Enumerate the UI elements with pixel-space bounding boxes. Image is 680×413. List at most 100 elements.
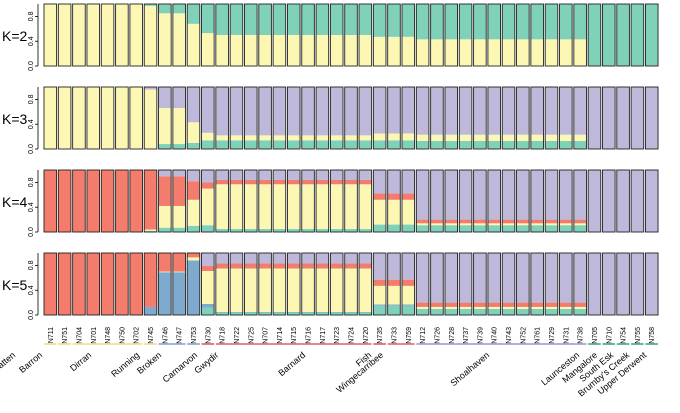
bar-segment (144, 229, 157, 231)
bar-segment (301, 312, 315, 315)
bar-segment (430, 302, 444, 307)
bar-segment (373, 285, 386, 305)
bar-segment (502, 39, 515, 66)
bar-segment (530, 134, 544, 141)
bar-segment (545, 4, 558, 40)
bar-segment (344, 179, 358, 185)
bar-segment (645, 4, 659, 66)
bar-segment (330, 184, 343, 229)
bar-outline (244, 3, 258, 67)
bar-outline (86, 252, 101, 316)
bar-segment (258, 35, 272, 66)
bar-outline (530, 169, 544, 233)
bar-segment (330, 263, 343, 269)
bar-segment (201, 132, 215, 141)
bar-segment (573, 223, 587, 226)
bar-segment (402, 304, 415, 306)
bar-segment (473, 87, 487, 135)
bar-segment (316, 4, 329, 35)
bar-segment (316, 179, 329, 185)
bar-outline (401, 169, 416, 233)
bar-segment (44, 170, 57, 232)
bar-outline (401, 3, 416, 67)
bar-outline (329, 3, 344, 67)
bar-segment (430, 308, 444, 315)
bar-outline (315, 3, 330, 67)
bar-segment (359, 35, 372, 66)
bar-outline (559, 3, 573, 67)
bar-segment (516, 4, 530, 40)
bar-segment (287, 263, 301, 269)
bar-segment (316, 253, 329, 264)
bar-segment (373, 133, 386, 141)
sample-label: N711 (48, 327, 55, 343)
bar-segment (58, 253, 71, 315)
bar-segment (416, 170, 429, 220)
bar-outline (487, 3, 501, 67)
bar-segment (215, 179, 229, 185)
bar-segment (430, 140, 444, 149)
bar-segment (287, 4, 301, 35)
bar-segment (301, 228, 315, 232)
bar-segment (287, 35, 301, 66)
bar-segment (430, 225, 444, 232)
bar-segment (330, 135, 343, 141)
y-tick-label: 0.0 (28, 310, 35, 320)
bar-outline (201, 3, 215, 67)
bar-segment (258, 253, 272, 264)
bar-segment (487, 140, 501, 149)
sample-label: N753 (191, 327, 198, 344)
bar-segment (444, 223, 458, 226)
bar-segment (402, 253, 415, 280)
y-tick-label: 0.0 (28, 227, 35, 237)
bar-segment (344, 140, 358, 149)
bar-outline (258, 169, 272, 233)
sample-label: N723 (334, 327, 341, 344)
bar-segment (573, 219, 587, 224)
bar-outline (401, 252, 416, 316)
bar-segment (115, 170, 129, 232)
bar-segment (215, 35, 229, 66)
bar-segment (58, 87, 71, 149)
sample-label: N729 (549, 327, 556, 344)
bar-segment (387, 4, 401, 37)
bar-outline (501, 252, 516, 316)
bar-segment (344, 268, 358, 312)
bar-segment (172, 108, 186, 145)
bar-segment (316, 35, 329, 66)
bar-segment (244, 312, 258, 315)
bar-segment (230, 140, 243, 149)
bar-outline (115, 86, 129, 150)
bar-outline (358, 169, 373, 233)
bar-outline (244, 86, 258, 150)
bar-outline (43, 3, 58, 67)
bar-segment (273, 253, 286, 264)
sample-label: N745 (148, 327, 155, 344)
bar-segment (616, 253, 630, 315)
bar-segment (430, 87, 444, 135)
bar-segment (86, 253, 100, 315)
population-label: Dirran (68, 350, 93, 373)
bar-segment (487, 4, 501, 40)
bar-outline (616, 169, 630, 233)
bar-segment (459, 134, 472, 141)
bar-outline (344, 169, 358, 233)
bar-segment (573, 302, 587, 307)
bar-segment (502, 4, 515, 40)
bar-outline (573, 3, 587, 67)
bar-segment (201, 307, 215, 315)
bar-outline (458, 252, 473, 316)
bar-segment (573, 87, 587, 135)
bar-segment (129, 4, 143, 66)
y-tick-label: 0.8 (28, 94, 35, 104)
bar-segment (287, 170, 301, 180)
bar-segment (330, 268, 343, 312)
bar-outline (630, 169, 645, 233)
sample-label: N724 (349, 327, 356, 344)
bar-segment (502, 134, 515, 141)
bar-segment (402, 4, 415, 37)
bar-outline (415, 3, 430, 67)
bar-segment (487, 134, 501, 141)
bar-outline (172, 169, 186, 233)
bar-segment (72, 87, 86, 149)
